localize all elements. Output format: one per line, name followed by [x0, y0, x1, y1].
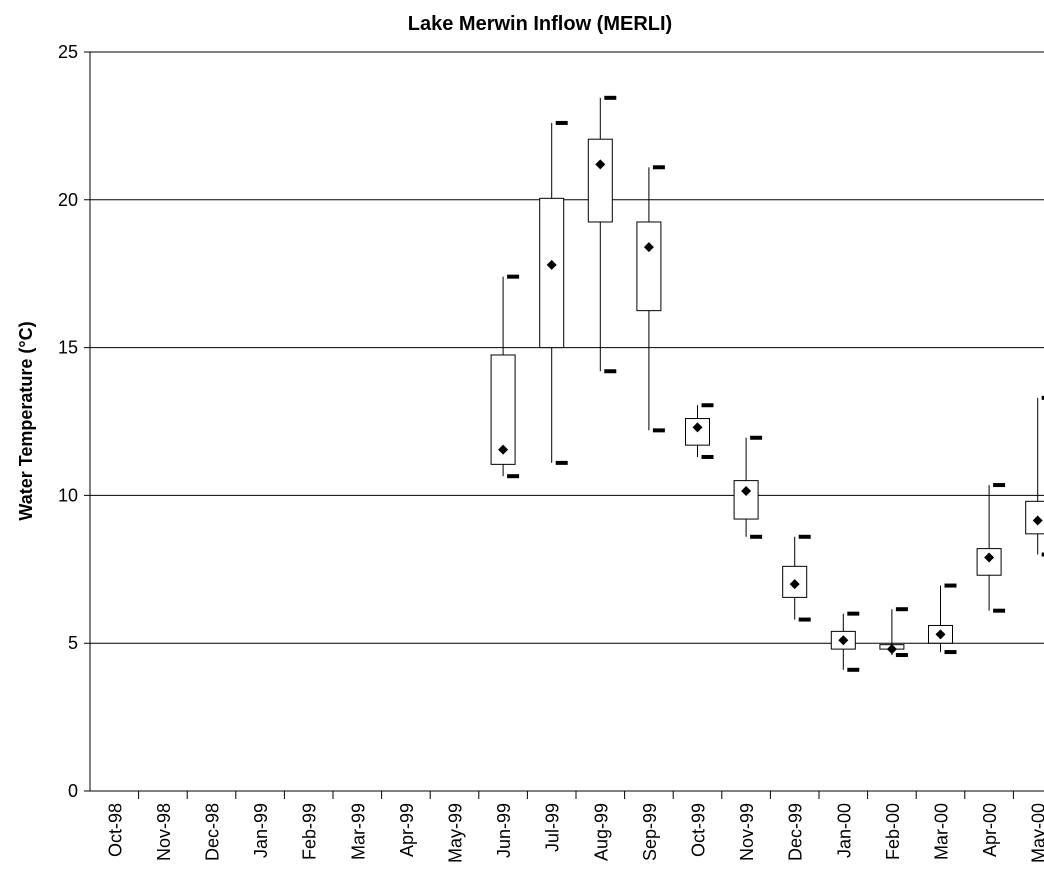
x-tick-label: Nov-98 — [154, 803, 174, 861]
mean-marker — [935, 629, 946, 640]
x-tick-label: Oct-98 — [105, 803, 125, 857]
x-tick-label: Dec-98 — [203, 803, 223, 861]
y-tick-label: 25 — [58, 42, 78, 62]
box — [636, 221, 662, 312]
x-tick-label: Jul-99 — [543, 803, 563, 852]
x-tick-label: Aug-99 — [591, 803, 611, 861]
mean-marker — [643, 242, 654, 253]
x-tick-label: Dec-99 — [786, 803, 806, 861]
mean-marker — [838, 635, 849, 646]
x-tick-label: May-00 — [1029, 803, 1044, 863]
mean-marker — [789, 579, 800, 590]
mean-marker — [984, 552, 995, 563]
x-tick-label: Feb-99 — [300, 803, 320, 860]
mean-marker — [1032, 515, 1043, 526]
y-tick-label: 15 — [58, 338, 78, 358]
x-tick-label: Mar-00 — [932, 803, 952, 860]
y-tick-label: 10 — [58, 485, 78, 505]
mean-marker — [741, 485, 752, 496]
mean-marker — [595, 159, 606, 170]
x-tick-label: Jun-99 — [494, 803, 514, 858]
x-tick-label: Jan-99 — [251, 803, 271, 858]
x-tick-label: Mar-99 — [348, 803, 368, 860]
x-tick-label: Oct-99 — [689, 803, 709, 857]
x-tick-label: Sep-99 — [640, 803, 660, 861]
mean-marker — [692, 422, 703, 433]
y-tick-label: 20 — [58, 190, 78, 210]
box — [539, 197, 565, 349]
mean-marker — [886, 644, 897, 655]
box — [733, 480, 759, 520]
x-tick-label: Apr-00 — [980, 803, 1000, 857]
x-tick-label: Feb-00 — [883, 803, 903, 860]
y-tick-label: 5 — [68, 633, 78, 653]
box — [1025, 500, 1044, 535]
chart-title: Lake Merwin Inflow (MERLI) — [408, 13, 672, 35]
mean-marker — [546, 259, 557, 270]
x-tick-label: Jan-00 — [834, 803, 854, 858]
x-tick-label: Nov-99 — [737, 803, 757, 861]
x-tick-label: May-99 — [446, 803, 466, 863]
y-tick-label: 0 — [68, 781, 78, 801]
box — [587, 138, 613, 223]
mean-marker — [498, 444, 509, 455]
y-axis-label: Water Temperature (°C) — [16, 321, 36, 520]
x-tick-label: Apr-99 — [397, 803, 417, 857]
